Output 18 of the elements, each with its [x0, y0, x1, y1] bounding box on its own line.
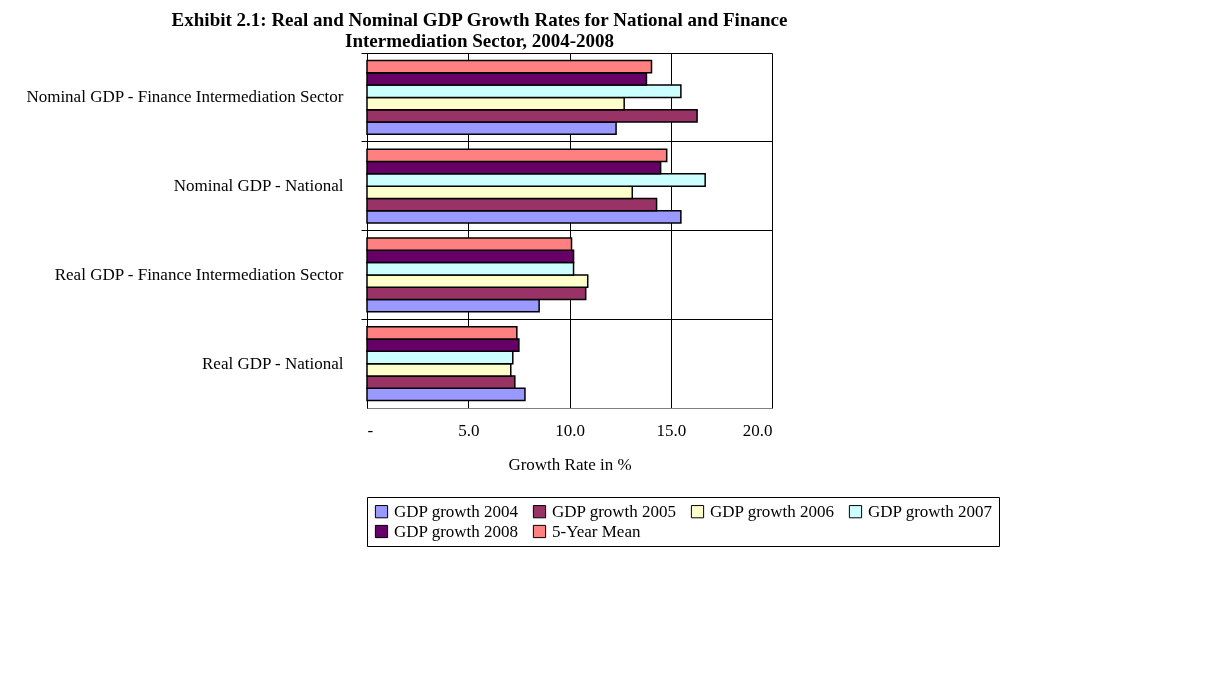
- x-tick-label: 15.0: [656, 420, 687, 440]
- text: Exhibit 2.1: Real and Nominal GDP Growth Rates for National and Finance: [171, 8, 788, 30]
- text: Intermediation Sector, 2004-2008: [345, 29, 614, 51]
- legend-label: GDP growth 2008: [394, 521, 519, 541]
- x-tick-label: 10.0: [555, 420, 585, 440]
- x-axis-title: Growth Rate in %: [508, 454, 632, 474]
- y-tick-label: Real GDP - Finance Intermediation Sector: [54, 264, 344, 284]
- y-tick-label: Nominal GDP - National: [173, 176, 344, 196]
- x-tick-label: 20.0: [742, 420, 773, 440]
- legend-label: GDP growth 2007: [868, 501, 993, 521]
- y-tick-label: Nominal GDP - Finance Intermediation Sector: [26, 87, 344, 107]
- x-tick-label: -: [367, 420, 374, 440]
- legend-label: GDP growth 2004: [394, 501, 519, 521]
- legend-label: 5-Year Mean: [552, 521, 641, 541]
- legend-label: GDP growth 2005: [552, 501, 677, 521]
- x-tick-label: 5.0: [458, 420, 480, 440]
- y-tick-label: Real GDP - National: [202, 353, 344, 373]
- legend-label: GDP growth 2006: [710, 501, 835, 521]
